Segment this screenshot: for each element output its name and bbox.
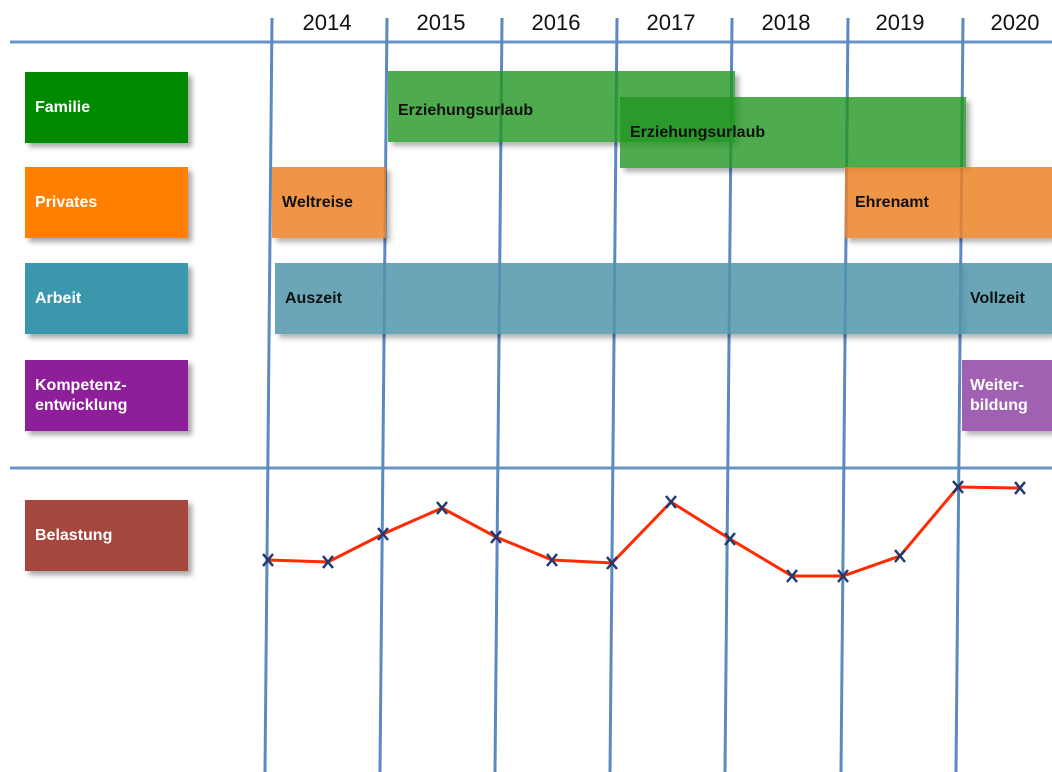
marker (322, 555, 334, 569)
phase-bar: Auszeit (275, 263, 962, 334)
marker (436, 501, 448, 515)
marker (490, 530, 502, 544)
year-label: 2018 (761, 10, 811, 35)
text: entwicklung (35, 396, 128, 414)
marker (377, 527, 389, 541)
marker (952, 480, 964, 494)
marker (894, 549, 906, 563)
phase-bar: Erziehungsurlaub (620, 97, 966, 168)
text: Ehrenamt (855, 193, 929, 211)
marker (665, 495, 677, 509)
load-markers (262, 480, 1026, 583)
text: Kompetenz- (35, 376, 127, 394)
marker (546, 553, 558, 567)
text: Familie (35, 98, 91, 116)
text: Weltreise (282, 193, 353, 211)
year-label: 2016 (531, 10, 581, 35)
text: Vollzeit (970, 289, 1025, 307)
marker (724, 532, 736, 546)
text: Weiter- (970, 376, 1024, 394)
text: bildung (970, 396, 1028, 414)
row-label: Arbeit (25, 263, 188, 334)
phase-bar: Weiter-bildung (962, 360, 1052, 431)
marker (262, 553, 274, 567)
marker (837, 569, 849, 583)
text: Auszeit (285, 289, 342, 307)
marker (1014, 481, 1026, 495)
year-label: 2019 (875, 10, 925, 35)
phase-bar: Ehrenamt (845, 167, 1052, 238)
text: Arbeit (35, 289, 82, 307)
year-label: 2014 (302, 10, 352, 35)
text: Erziehungsurlaub (630, 124, 766, 141)
phase-bar: Vollzeit (962, 263, 1052, 334)
text: Privates (35, 193, 98, 211)
row-label: Privates (25, 167, 188, 238)
row-label: Kompetenz-entwicklung (25, 360, 188, 431)
marker (786, 569, 798, 583)
text: Belastung (35, 526, 113, 544)
year-label: 2015 (416, 10, 466, 35)
text: Erziehungsurlaub (398, 102, 534, 119)
load-curve (267, 485, 1021, 578)
year-label: 2020 (990, 10, 1040, 35)
row-label: Familie (25, 72, 188, 143)
row-label: Belastung (25, 500, 188, 571)
phase-bar: Weltreise (272, 167, 386, 238)
marker (606, 556, 618, 570)
year-label: 2017 (646, 10, 696, 35)
